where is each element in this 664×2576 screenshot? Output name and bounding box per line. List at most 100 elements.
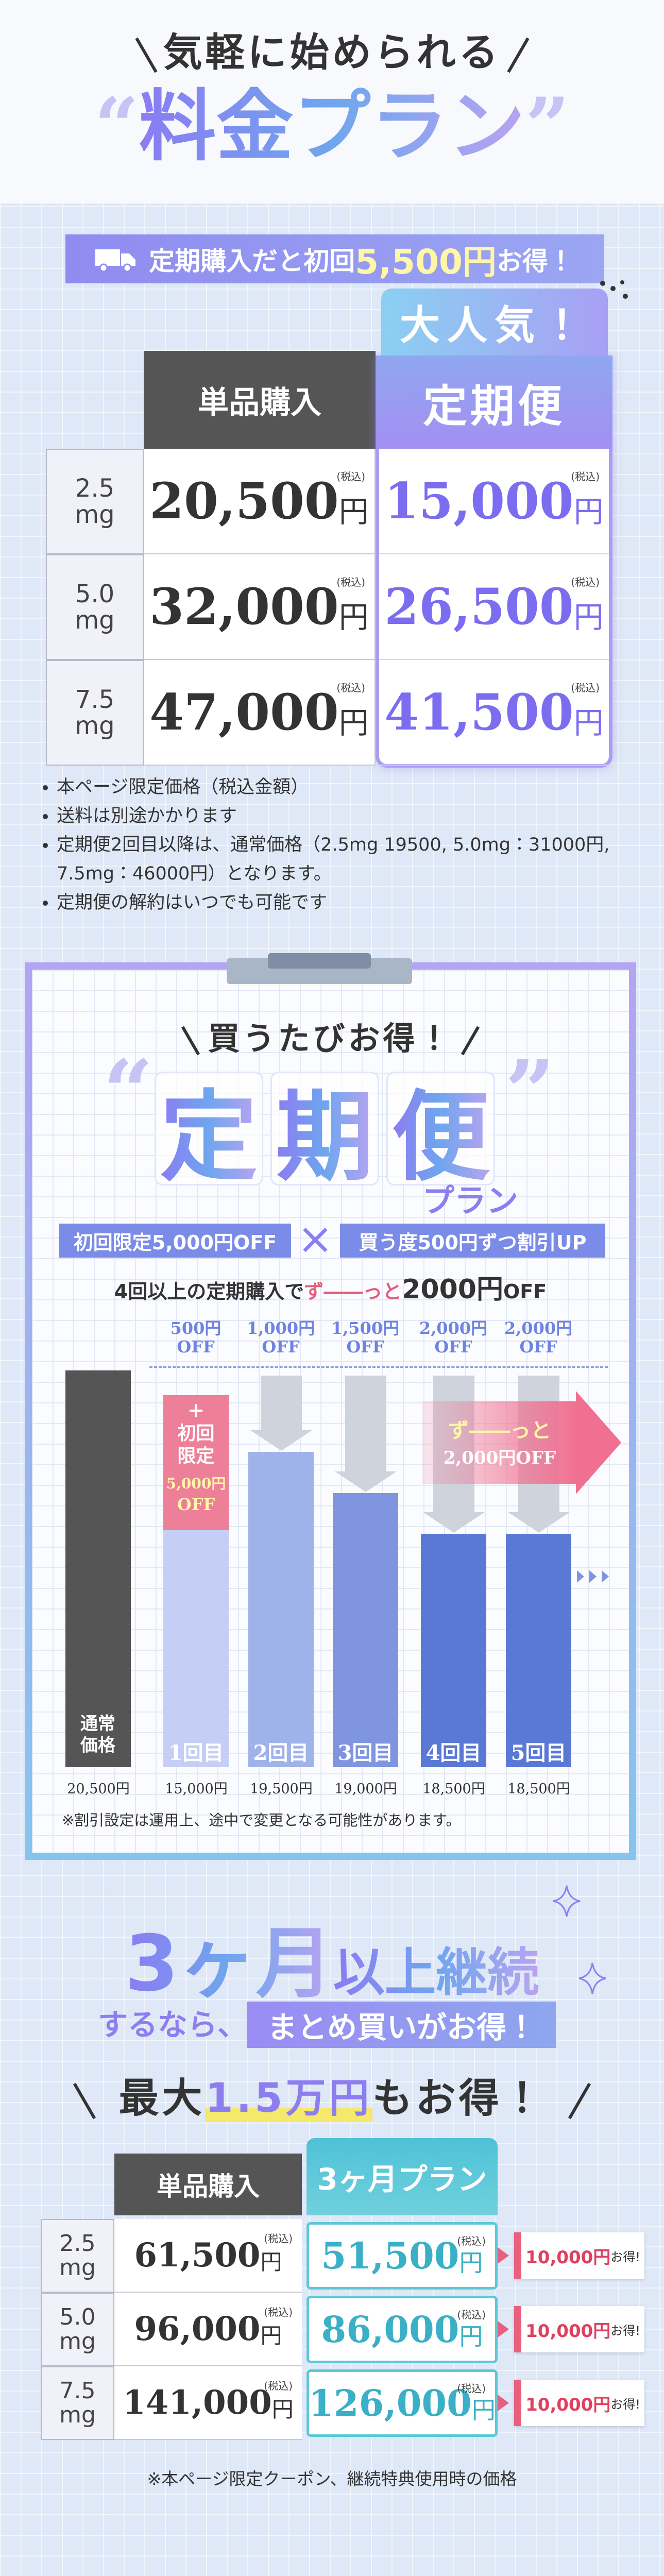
bulk-title: 3ヶ月以上継続	[0, 1901, 664, 2013]
yen: 円	[260, 2249, 282, 2275]
dose: 2.5	[59, 2230, 96, 2257]
price: 126,000	[309, 2382, 472, 2425]
dose-cell: 7.5 mg	[41, 2366, 114, 2440]
step-price: 19,500円	[250, 1781, 313, 1797]
column-header: 単品購入	[114, 2154, 302, 2215]
price: 86,000	[321, 2308, 459, 2351]
banner-amount: 5,500円	[355, 242, 497, 282]
price-cell: 15,000 円 (税込)	[379, 449, 609, 554]
quote: “	[103, 1041, 154, 1144]
tax-label: (税込)	[571, 682, 600, 694]
step-price: 18,500円	[422, 1781, 485, 1797]
down-arrow-head	[335, 1471, 397, 1492]
header-lead: 気軽に始められる	[0, 21, 664, 77]
step-label: 1回目	[168, 1741, 224, 1765]
tax-label: (税込)	[457, 2382, 486, 2395]
off-label: 1,500円 OFF	[321, 1319, 409, 1356]
arrows	[577, 1570, 609, 1583]
yen: 円	[338, 705, 369, 740]
note: 定期便の解約はいつでも可能です	[57, 888, 639, 917]
column-header: 単品購入	[144, 351, 376, 449]
tagline: 4回以上の定期購入でず――っと2000円OFF	[25, 1267, 636, 1306]
saving-amount: 10,000円	[525, 2247, 611, 2268]
off-amount: 500円	[170, 1318, 222, 1338]
saving-suffix: お得!	[610, 2249, 640, 2264]
price-cell: 41,500 円 (税込)	[379, 660, 609, 766]
saving-badge: 10,000円 お得!	[514, 2380, 644, 2426]
notes: 本ページ限定価格（税込金額）送料は別途かかります定期便2回目以降は、通常価格（2…	[31, 773, 639, 917]
bar	[163, 1530, 229, 1767]
lead-text: 気軽に始められる	[163, 29, 501, 75]
down-arrow-head	[250, 1430, 312, 1451]
off-label: 2,000円 OFF	[495, 1319, 582, 1356]
saving-pointer	[498, 2247, 509, 2264]
offer-badge: 初回限定5,000円OFF	[59, 1224, 291, 1258]
price: 41,500	[384, 683, 574, 741]
column-header: 定期便	[376, 355, 612, 449]
forever-amount: 2,000円OFF	[443, 1448, 556, 1468]
yen: 円	[573, 705, 604, 740]
dose: 5.0	[75, 580, 115, 609]
off-word: OFF	[262, 1337, 300, 1357]
tagline-emphasis: ず――っと	[304, 1280, 402, 1303]
down-arrow	[345, 1376, 386, 1472]
dose-cell: 2.5 mg	[46, 449, 144, 554]
price: 15,000	[384, 472, 574, 530]
price-cell: 26,500 円 (税込)	[379, 554, 609, 660]
tax-label: (税込)	[571, 470, 600, 483]
price-cell: 141,000 円 (税込)	[114, 2366, 302, 2440]
saving-suffix: お得!	[610, 2397, 640, 2412]
note: 定期便2回目以降は、通常価格（2.5mg 19500, 5.0mg：31000円…	[57, 831, 639, 888]
price: 51,500	[321, 2234, 459, 2277]
off-word: OFF	[434, 1337, 472, 1357]
panel-title: 定 期 便	[155, 1072, 495, 1194]
first-time-label: 初回限定	[177, 1422, 215, 1467]
forever-arrow: ず――っと 2,000円OFF	[422, 1401, 577, 1484]
saving-badge: 10,000円 お得!	[514, 2306, 644, 2352]
dash-line	[149, 1366, 608, 1368]
bulk-title-main: 3ヶ月	[125, 1919, 333, 2009]
dose: 7.5	[59, 2378, 96, 2404]
off-word: OFF	[346, 1337, 384, 1357]
off-amount: 2,000円	[419, 1318, 488, 1338]
column-header: 3ヶ月プラン	[307, 2138, 498, 2215]
tax-label: (税込)	[336, 470, 365, 483]
yen: 円	[338, 494, 369, 529]
saving-amount: 10,000円	[525, 2394, 611, 2415]
price-cell: 20,500 円 (税込)	[144, 449, 376, 554]
step-price: 15,000円	[165, 1781, 228, 1797]
note: 本ページ限定価格（税込金額）	[57, 773, 639, 802]
bar	[248, 1452, 314, 1767]
truck-icon	[95, 249, 136, 272]
yen: 円	[459, 2322, 483, 2350]
first-time-box: + 初回限定 5,000円 OFF	[163, 1395, 229, 1530]
banner-text: お得！	[496, 246, 574, 276]
dose-unit: mg	[59, 2254, 96, 2281]
down-arrow-head	[423, 1512, 485, 1533]
banner-text: 定期購入だと初回	[149, 246, 355, 276]
yen: 円	[271, 2397, 294, 2422]
price: 141,000	[123, 2383, 272, 2422]
plan-cell: 86,000 円 (税込)	[307, 2296, 498, 2363]
tax-label: (税込)	[264, 2232, 293, 2245]
step-label: 4回目	[425, 1741, 482, 1765]
step-label: 通常価格	[80, 1714, 115, 1756]
price: 47,000	[149, 683, 339, 741]
dose-unit: mg	[59, 2328, 96, 2354]
tax-label: (税込)	[336, 576, 365, 588]
title-suffix: プラン	[422, 1182, 519, 1219]
max-text: もお得！	[372, 2075, 546, 2122]
panel-note: ※割引設定は運用上、途中で変更となる可能性があります。	[62, 1811, 461, 1829]
tax-label: (税込)	[336, 682, 365, 694]
max-amount: 1.5万円	[205, 2075, 372, 2122]
down-arrow	[261, 1376, 302, 1431]
saving-suffix: お得!	[610, 2323, 640, 2338]
forever-arrow-head	[576, 1391, 621, 1494]
dose-unit: mg	[75, 500, 115, 529]
title-char: 期	[276, 1058, 373, 1199]
title-char: 定	[160, 1058, 258, 1199]
step-label: 2回目	[253, 1741, 309, 1765]
dose-unit: mg	[75, 605, 115, 635]
price-cell: 61,500 円 (税込)	[114, 2219, 302, 2293]
